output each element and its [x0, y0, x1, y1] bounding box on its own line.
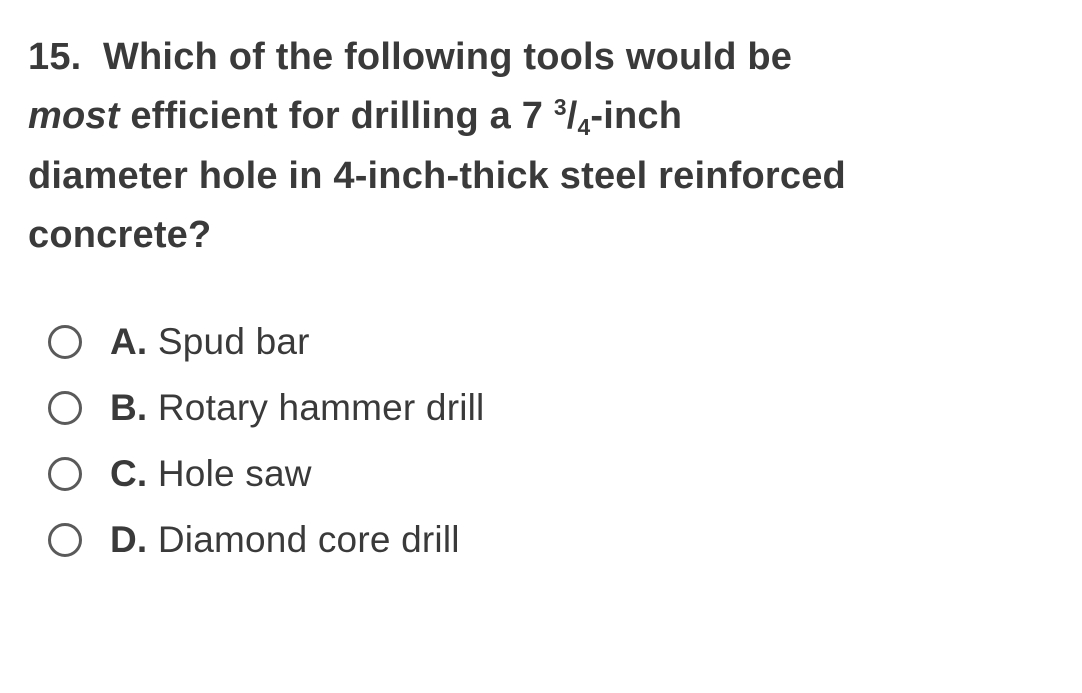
option-d-text: D. Diamond core drill [110, 519, 460, 561]
question-line4: concrete? [28, 214, 211, 256]
option-a-label: Spud bar [147, 321, 309, 362]
fraction-denominator: 4 [577, 114, 590, 140]
radio-a[interactable] [48, 325, 82, 359]
option-b-label: Rotary hammer drill [147, 387, 484, 428]
option-d-label: Diamond core drill [147, 519, 459, 560]
question-text: 15. Which of the following tools would b… [28, 28, 1054, 265]
question-line3: diameter hole in 4-inch-thick steel rein… [28, 155, 846, 197]
radio-c[interactable] [48, 457, 82, 491]
option-b-text: B. Rotary hammer drill [110, 387, 484, 429]
option-a-letter: A. [110, 321, 147, 362]
option-c-text: C. Hole saw [110, 453, 312, 495]
question-line2a: efficient for drilling a 7 [120, 95, 554, 137]
option-a[interactable]: A. Spud bar [48, 321, 1054, 363]
fraction-numerator: 3 [554, 94, 567, 120]
question-line1: Which of the following tools would be [103, 36, 792, 78]
option-c-label: Hole saw [147, 453, 311, 494]
question-emph: most [28, 95, 120, 137]
fraction-slash: / [567, 95, 578, 137]
option-d[interactable]: D. Diamond core drill [48, 519, 1054, 561]
option-d-letter: D. [110, 519, 147, 560]
radio-d[interactable] [48, 523, 82, 557]
option-c[interactable]: C. Hole saw [48, 453, 1054, 495]
option-a-text: A. Spud bar [110, 321, 310, 363]
option-c-letter: C. [110, 453, 147, 494]
option-b-letter: B. [110, 387, 147, 428]
question-number: 15. [28, 36, 81, 78]
radio-b[interactable] [48, 391, 82, 425]
question-line2b: -inch [590, 95, 682, 137]
option-b[interactable]: B. Rotary hammer drill [48, 387, 1054, 429]
options-list: A. Spud bar B. Rotary hammer drill C. Ho… [28, 321, 1054, 561]
question-container: 15. Which of the following tools would b… [0, 0, 1082, 561]
